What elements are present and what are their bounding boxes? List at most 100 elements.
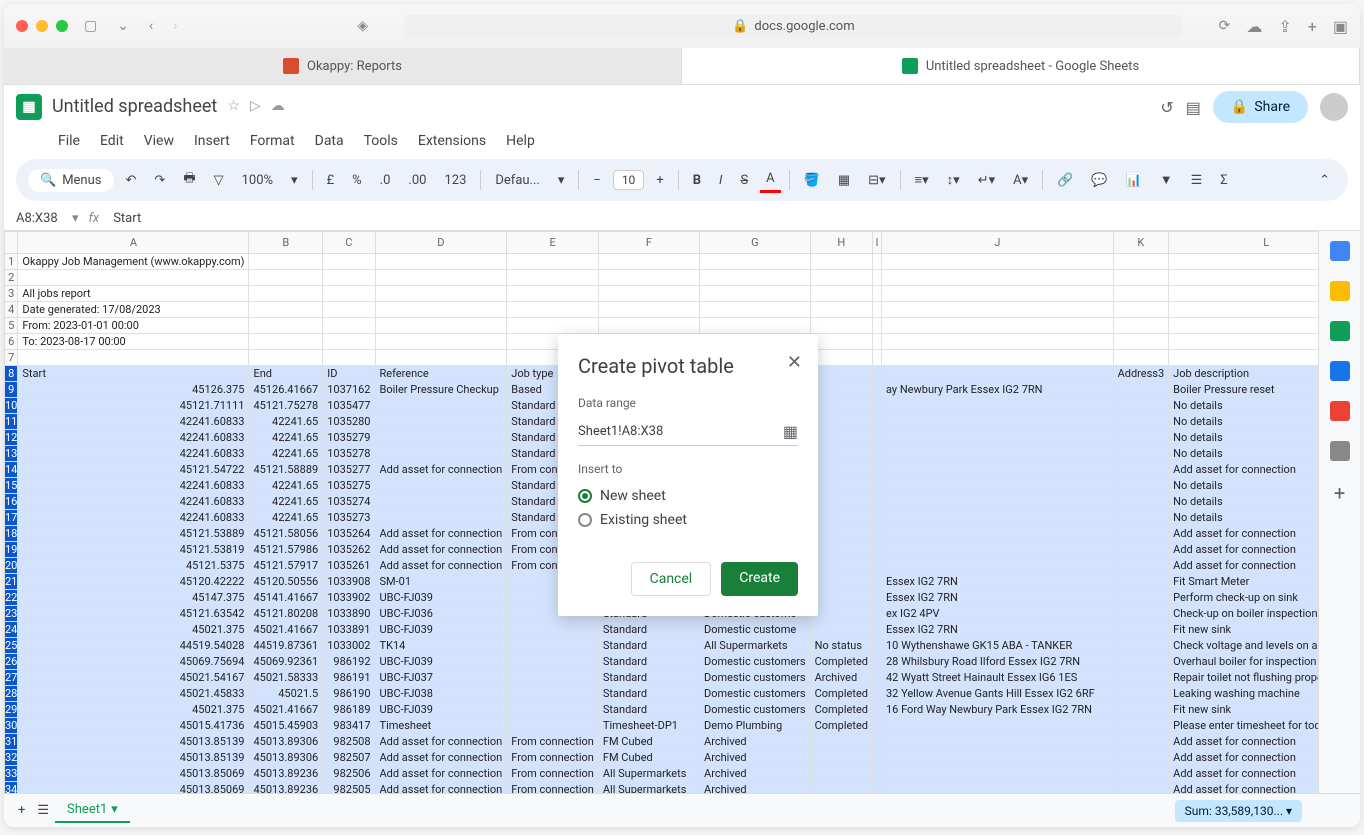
cell[interactable] (323, 350, 375, 366)
cell[interactable]: 986189 (323, 702, 375, 718)
cell[interactable] (700, 270, 811, 286)
cell[interactable] (1113, 686, 1169, 702)
cell[interactable] (882, 318, 1114, 334)
cell[interactable]: Domestic customers (700, 670, 811, 686)
cell[interactable]: 42241.65 (249, 494, 323, 510)
cell[interactable] (507, 302, 599, 318)
chart-button[interactable]: 📊 (1120, 169, 1148, 192)
row-header[interactable]: 20 (5, 558, 18, 574)
cell[interactable]: 42241.65 (249, 414, 323, 430)
cell[interactable]: 45126.41667 (249, 382, 323, 398)
halign-button[interactable]: ≡▾ (909, 168, 935, 192)
cell[interactable] (882, 270, 1114, 286)
cell[interactable]: 45013.89236 (249, 782, 323, 794)
cell[interactable] (375, 446, 507, 462)
dropdown-icon[interactable]: ⌄ (113, 16, 133, 36)
row-header[interactable]: 16 (5, 494, 18, 510)
cell[interactable]: 1035273 (323, 510, 375, 526)
cell[interactable] (873, 622, 882, 638)
cloud-icon[interactable]: ☁ (1246, 17, 1262, 36)
cell[interactable] (810, 574, 872, 590)
paint-format-button[interactable]: ▽ (208, 169, 230, 192)
row-header[interactable]: 17 (5, 510, 18, 526)
cell[interactable]: Address3 (1113, 366, 1169, 382)
cell[interactable] (700, 254, 811, 270)
cell[interactable]: 45021.54167 (18, 670, 249, 686)
cell[interactable]: 45021.45833 (18, 686, 249, 702)
cell[interactable]: 16 Ford Way Newbury Park Essex IG2 7RN (882, 702, 1114, 718)
menu-tools[interactable]: Tools (356, 129, 406, 153)
cell[interactable] (810, 526, 872, 542)
cell[interactable] (1113, 670, 1169, 686)
cell[interactable]: Add asset for connection (1169, 558, 1318, 574)
cell[interactable]: Add asset for connection (1169, 766, 1318, 782)
cell[interactable]: UBC-FJ039 (375, 654, 507, 670)
cell[interactable] (507, 638, 599, 654)
merge-button[interactable]: ⊟▾ (862, 169, 891, 192)
cell[interactable] (873, 574, 882, 590)
cell[interactable] (882, 446, 1114, 462)
side-app-icon-1[interactable] (1330, 281, 1350, 301)
percent-button[interactable]: % (346, 169, 368, 192)
cell[interactable]: 32 Yellow Avenue Gants Hill Essex IG2 6R… (882, 686, 1114, 702)
strike-button[interactable]: S (734, 169, 754, 192)
row-header[interactable]: 21 (5, 574, 18, 590)
cell[interactable]: Archived (700, 750, 811, 766)
col-header-H[interactable]: H (810, 232, 872, 254)
cell[interactable]: 45121.57917 (249, 558, 323, 574)
back-button[interactable]: ‹ (145, 16, 157, 36)
cell[interactable]: 42241.65 (249, 430, 323, 446)
cell[interactable]: 983417 (323, 718, 375, 734)
cell[interactable] (1113, 494, 1169, 510)
cell[interactable]: To: 2023-08-17 00:00 (18, 334, 249, 350)
row-header[interactable]: 31 (5, 734, 18, 750)
fill-color-button[interactable]: 🪣 (798, 169, 826, 192)
cell[interactable]: Domestic customers (700, 654, 811, 670)
row-header[interactable]: 12 (5, 430, 18, 446)
cell[interactable] (1113, 318, 1169, 334)
cell[interactable]: 45021.375 (18, 702, 249, 718)
traffic-lights[interactable] (16, 20, 68, 32)
row-header[interactable]: 6 (5, 334, 18, 350)
cell[interactable]: 45126.375 (18, 382, 249, 398)
cell[interactable]: From connection (507, 750, 599, 766)
cell[interactable]: 1033908 (323, 574, 375, 590)
cell[interactable]: 45121.63542 (18, 606, 249, 622)
side-app-icon-2[interactable] (1330, 321, 1350, 341)
cell[interactable] (1113, 558, 1169, 574)
rotate-button[interactable]: A▾ (1007, 169, 1034, 192)
cell[interactable] (810, 750, 872, 766)
cell[interactable]: From connection (507, 782, 599, 794)
cell[interactable] (873, 350, 882, 366)
cell[interactable] (810, 590, 872, 606)
search-menus[interactable]: 🔍 Menus (28, 169, 114, 192)
cell[interactable] (810, 542, 872, 558)
radio-existing-sheet[interactable]: Existing sheet (578, 508, 798, 532)
menu-edit[interactable]: Edit (92, 129, 132, 153)
cell[interactable]: ex IG2 4PV (882, 606, 1114, 622)
all-sheets-button[interactable]: ☰ (31, 799, 55, 822)
cell[interactable] (810, 462, 872, 478)
cell[interactable] (375, 398, 507, 414)
cell[interactable] (507, 702, 599, 718)
col-header-L[interactable]: L (1169, 232, 1318, 254)
cell[interactable]: 1035280 (323, 414, 375, 430)
cell[interactable]: No details (1169, 446, 1318, 462)
cell[interactable]: 42241.60833 (18, 494, 249, 510)
cloud-status-icon[interactable]: ☁ (271, 98, 285, 114)
row-header[interactable]: 24 (5, 622, 18, 638)
cell[interactable] (700, 302, 811, 318)
row-header[interactable]: 7 (5, 350, 18, 366)
cell[interactable] (1169, 318, 1318, 334)
cell[interactable]: Check voltage and levels on all pumps (1169, 638, 1318, 654)
filter-view-button[interactable]: ☰ (1185, 169, 1209, 192)
cell[interactable] (810, 782, 872, 794)
cell[interactable]: All jobs report (18, 286, 249, 302)
cell[interactable]: Boiler Pressure reset (1169, 382, 1318, 398)
cell[interactable]: ID (323, 366, 375, 382)
cell[interactable] (1113, 750, 1169, 766)
cell[interactable] (507, 270, 599, 286)
row-header[interactable]: 29 (5, 702, 18, 718)
cell[interactable]: 45013.89236 (249, 766, 323, 782)
cell[interactable] (1113, 302, 1169, 318)
